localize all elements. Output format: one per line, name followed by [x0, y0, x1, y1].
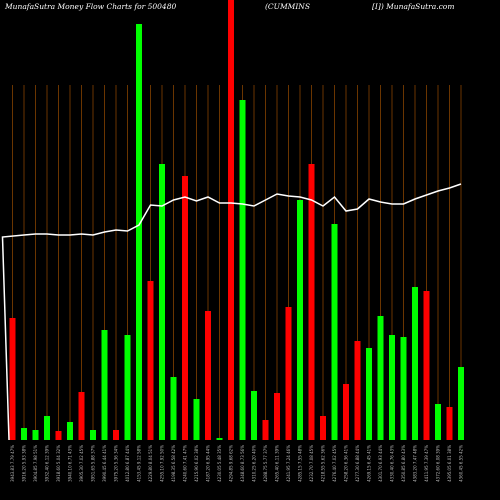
bar [458, 367, 464, 440]
x-tick-label: 4255.10 7.92 50% [160, 445, 165, 482]
bar [331, 224, 338, 440]
bar [44, 416, 50, 440]
bar [32, 430, 39, 440]
x-tick-label: 4153.45 9.12 58% [137, 445, 142, 482]
x-tick-label: 3943.83 7.79 47% [10, 445, 15, 482]
bar [389, 335, 395, 440]
bar [228, 0, 234, 440]
x-tick-label: 3905.30 7.02 45% [79, 445, 84, 482]
bar [285, 307, 292, 440]
money-flow-line [1, 183, 462, 441]
bar [159, 164, 165, 440]
x-tick-label: 4330.40 6.76 43% [390, 445, 395, 482]
x-tick-label: 4348.60 8.73 56% [240, 445, 245, 482]
bar [446, 407, 453, 440]
x-tick-label: 4294.85 9.68 62% [229, 445, 234, 482]
x-tick-label: 4012.80 6.87 44% [125, 445, 130, 482]
bar [78, 392, 85, 440]
bar [9, 318, 16, 440]
bar [124, 335, 131, 440]
x-tick-label: 4411.95 7.39 47% [424, 445, 429, 482]
chart-subtitle: (CUMMINS [265, 2, 310, 11]
x-tick-label: 3951.65 5.88 37% [91, 445, 96, 482]
bar [136, 24, 142, 440]
x-tick-label: 3916.20 5.93 38% [22, 445, 27, 482]
x-tick-label: 4265.40 6.11 39% [275, 445, 280, 482]
bar [67, 422, 73, 440]
bar [320, 416, 326, 440]
x-tick-label: 4310.25 6.20 40% [252, 445, 257, 482]
bar [262, 420, 269, 440]
bar [297, 200, 303, 440]
bar [55, 431, 62, 440]
bar [182, 176, 188, 440]
x-tick-label: 4350.85 6.80 43% [401, 445, 406, 482]
x-tick-label: 4232.70 7.08 45% [309, 445, 314, 482]
bar [412, 287, 418, 440]
x-tick-label: 4229.80 8.04 51% [148, 445, 153, 482]
x-tick-label: 4360.45 6.55 42% [459, 445, 464, 482]
bar [400, 337, 407, 440]
chart-source: [I]) MunafaSutra.com [372, 2, 454, 11]
x-tick-label: 4285.15 7.55 48% [298, 445, 303, 482]
bar [251, 391, 257, 440]
bar [90, 430, 96, 440]
x-tick-label: 4230.05 5.48 35% [217, 445, 222, 482]
bar [308, 164, 315, 440]
x-tick-label: 4240.60 7.41 47% [183, 445, 188, 482]
x-tick-label: 3918.60 5.04 32% [56, 445, 61, 482]
bar [205, 311, 211, 440]
x-tick-label: 4395.05 6.01 38% [447, 445, 452, 482]
x-tick-label: 4383.20 7.47 48% [413, 445, 418, 482]
x-tick-label: 3940.10 6.71 43% [68, 445, 73, 482]
bar [423, 291, 430, 440]
x-tick-label: 3990.45 6.44 41% [102, 445, 107, 482]
x-tick-label: 4187.20 6.95 44% [206, 445, 211, 482]
bar [366, 348, 372, 440]
x-tick-label: 4277.30 6.88 44% [355, 445, 360, 482]
x-tick-label: 4241.95 7.24 46% [286, 445, 291, 482]
bar [435, 404, 441, 440]
x-tick-label: 4372.60 6.08 39% [436, 445, 441, 482]
x-tick-label: 4269.15 6.45 41% [367, 445, 372, 482]
bar [21, 428, 27, 440]
bar [216, 438, 223, 440]
x-tick-label: 3904.85 7.98 51% [33, 445, 38, 482]
x-tick-label: 4198.35 6.58 42% [171, 445, 176, 482]
bar [274, 393, 280, 440]
bar [343, 384, 349, 440]
x-tick-label: 4215.90 6.02 38% [194, 445, 199, 482]
x-tick-label: 3975.20 5.36 34% [114, 445, 119, 482]
bar [101, 330, 108, 440]
x-tick-label: 4276.40 7.02 45% [332, 445, 337, 482]
bar [377, 316, 384, 440]
bar [354, 341, 361, 440]
bar [239, 100, 246, 440]
chart-title: MunafaSutra Money Flow Charts for 500480 [4, 2, 176, 11]
x-tick-label: 3932.40 6.12 39% [45, 445, 50, 482]
bar [193, 399, 200, 440]
x-tick-label: 4258.20 6.36 41% [344, 445, 349, 482]
bar [147, 281, 154, 440]
bar [170, 377, 177, 440]
bar [113, 430, 119, 440]
x-tick-label: 4218.55 5.62 36% [321, 445, 326, 482]
x-tick-label: 4301.70 6.93 44% [378, 445, 383, 482]
x-tick-label: 4288.75 5.77 37% [263, 445, 268, 482]
